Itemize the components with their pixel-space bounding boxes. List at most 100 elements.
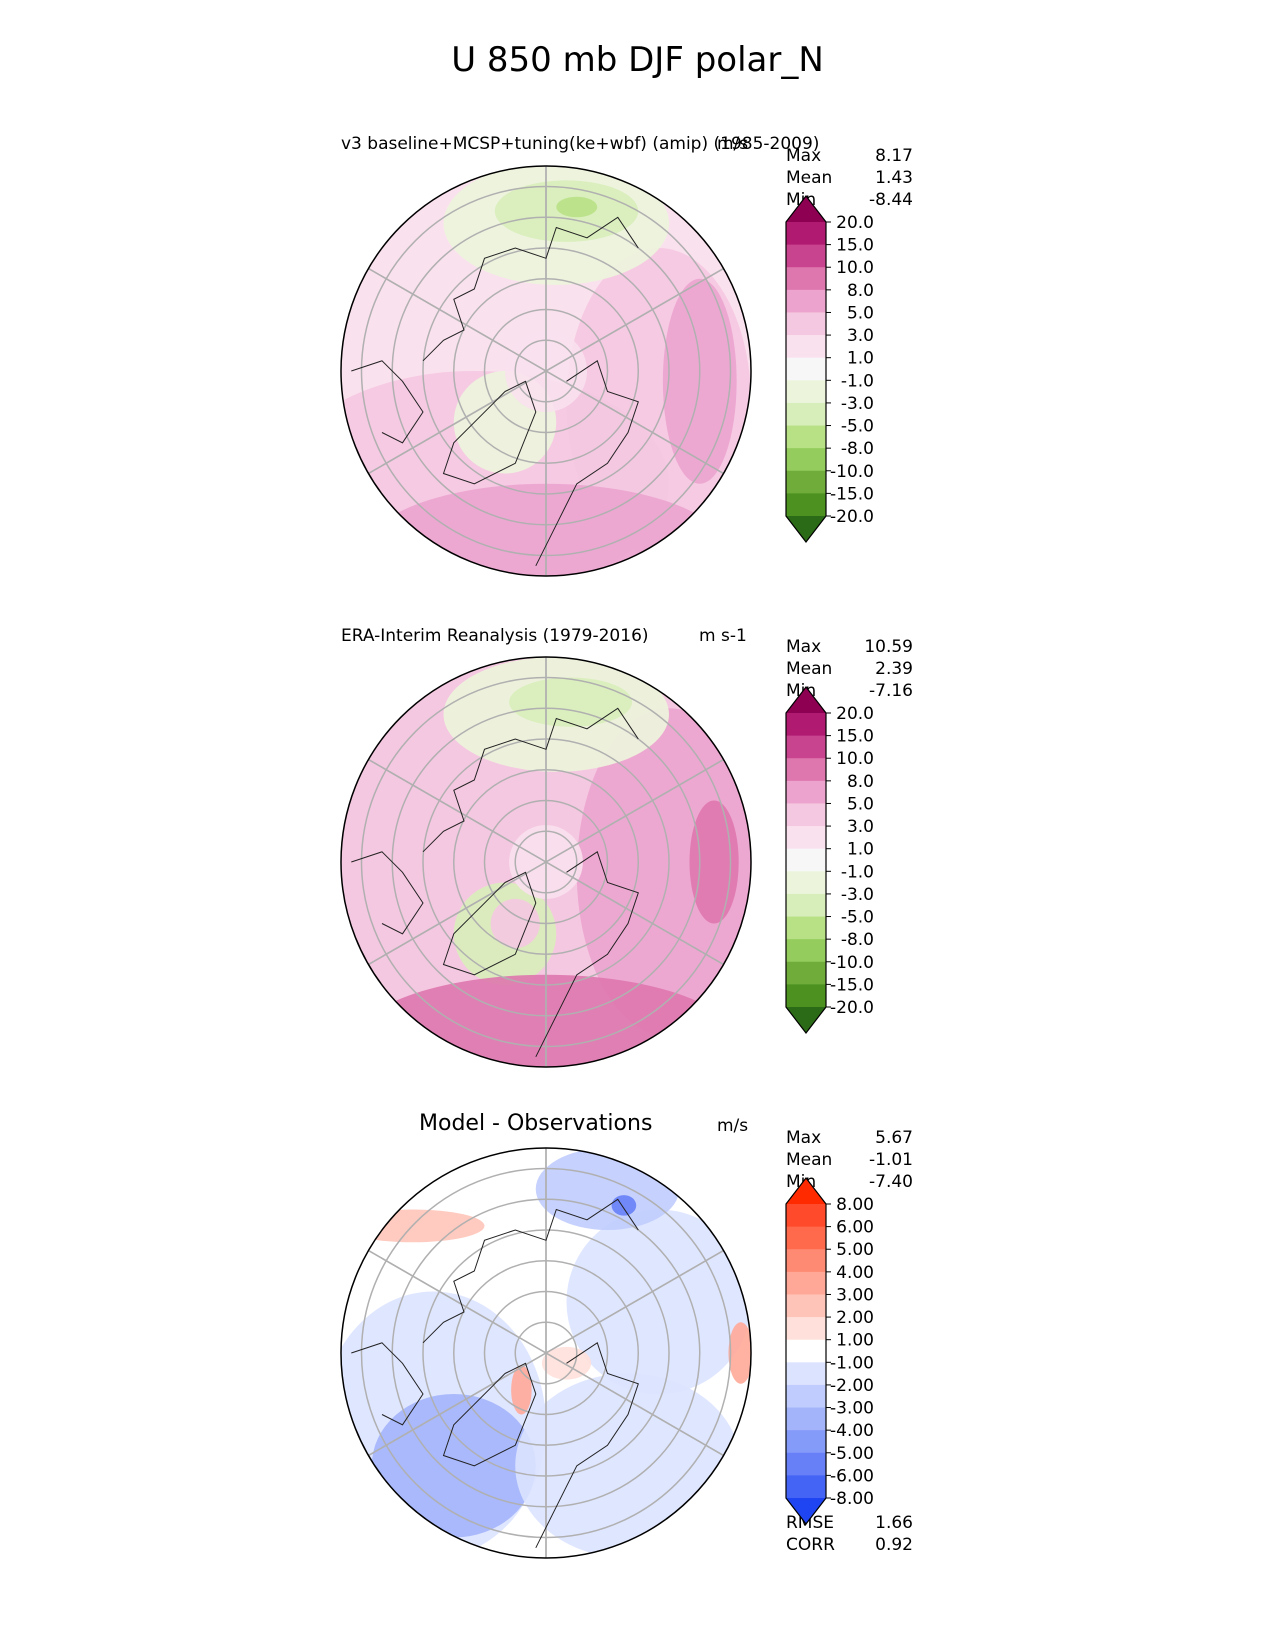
colorbar-segment-3	[786, 1249, 826, 1273]
stat-min: -8.44	[869, 190, 913, 210]
greenland-coastline	[442, 1362, 537, 1467]
colorbar-tick-label-6: 3.0	[847, 817, 874, 837]
colorbar-segment-12	[786, 470, 826, 494]
colorbar-2: 20.0 15.010.0 8.05.0 3.0 1.0-1.0 -3.0 -5.0-8.0…	[785, 686, 874, 1034]
colorbar-segment-13	[786, 493, 826, 517]
stat-min: -7.16	[869, 681, 913, 701]
north-coastline	[422, 216, 639, 362]
colorbar-extend-top	[786, 196, 826, 222]
colorbar-tick-label-5: 5.0	[847, 303, 874, 323]
colorbar-segment-10	[786, 425, 826, 449]
colorbar-tick-label-4: 8.0	[847, 281, 874, 301]
colorbar-segment-9	[786, 893, 826, 918]
colorbar-segment-6	[786, 335, 826, 359]
colorbar-tick-label-13: -15.0	[830, 975, 874, 995]
meridian-gridline-6	[368, 1249, 724, 1457]
stat-mean: 2.39	[875, 659, 913, 679]
colorbar-3: 8.00 6.005.00 4.003.00 2.00 1.00-1.00 -2.00 -3…	[785, 1177, 874, 1525]
field-contour-4	[566, 1209, 751, 1394]
field-contour-6	[611, 1195, 637, 1216]
polar-map-3	[340, 1147, 752, 1559]
colorbar-tick-label-10: -3.00	[830, 1399, 874, 1419]
colorbar-tick-label-9: -2.00	[830, 1376, 874, 1396]
colorbar-tick-label-6: 2.00	[836, 1308, 874, 1328]
field-contour-3	[689, 800, 739, 924]
colorbar-tick-label-6: 3.0	[847, 326, 874, 346]
field-contour-8	[728, 1322, 751, 1384]
colorbar-tick-label-1: 8.00	[836, 1195, 874, 1215]
colorbar-segment-11	[786, 939, 826, 963]
colorbar-tick-label-4: 8.0	[847, 772, 874, 792]
eurasia-coastline	[535, 1342, 639, 1549]
colorbar-tick-label-5: 3.00	[836, 1285, 874, 1305]
colorbar-tick-label-8: -1.0	[841, 371, 874, 391]
panel-3-stats: Max 5.67 Mean -1.01 Min -7.40	[786, 1127, 913, 1193]
colorbar-segment-2	[786, 1226, 826, 1250]
colorbar-segment-4	[786, 1271, 826, 1295]
stat-label: Max	[786, 146, 822, 166]
colorbar-tick-label-5: 5.0	[847, 794, 874, 814]
greenland-coastline	[442, 380, 537, 485]
colorbar-segment-8	[786, 380, 826, 404]
north-coastline	[422, 1198, 639, 1344]
colorbar-tick-label-14: -20.0	[830, 507, 874, 527]
colorbar-tick-label-2: 15.0	[836, 727, 874, 747]
figure-title: U 850 mb DJF polar_N	[451, 40, 824, 80]
colorbar-tick-label-13: -6.00	[830, 1466, 874, 1486]
eurasia-coastline	[535, 360, 639, 567]
north-coastline	[422, 707, 639, 853]
field-contour-2	[371, 1394, 536, 1538]
colorbar-segment-7	[786, 1339, 826, 1363]
panel-3-extra-stats: RMSE 1.66 CORR 0.92	[786, 1512, 913, 1556]
colorbar-segment-5	[786, 312, 826, 336]
colorbar-segment-11	[786, 448, 826, 472]
colorbar-segment-1	[786, 1204, 826, 1228]
colorbar-segment-9	[786, 1384, 826, 1409]
stat-label: Mean	[786, 659, 833, 679]
stat-corr: 0.92	[875, 1535, 913, 1555]
colorbar-segment-8	[786, 1362, 826, 1386]
stat-label: CORR	[786, 1535, 835, 1555]
colorbar-tick-label-12: -10.0	[830, 953, 874, 973]
colorbar-segment-13	[786, 1475, 826, 1499]
colorbar-segment-6	[786, 826, 826, 850]
stat-max: 10.59	[864, 637, 913, 657]
colorbar-segment-12	[786, 1452, 826, 1476]
colorbar-segment-13	[786, 984, 826, 1008]
eurasia-coastline	[535, 851, 639, 1058]
colorbar-tick-label-8: -1.0	[841, 862, 874, 882]
colorbar-segment-6	[786, 1317, 826, 1341]
colorbar-tick-label-4: 4.00	[836, 1263, 874, 1283]
panel-1-title: v3 baseline+MCSP+tuning(ke+wbf) (amip) (…	[341, 134, 820, 154]
west-coastline	[351, 1342, 424, 1426]
colorbar-segment-2	[786, 244, 826, 268]
colorbar-tick-label-12: -10.0	[830, 462, 874, 482]
field-contour-5	[509, 677, 633, 727]
stat-label: RMSE	[786, 1513, 835, 1533]
colorbar-tick-label-7: 1.00	[836, 1331, 874, 1351]
colorbar-tick-label-9: -3.0	[841, 885, 874, 905]
meridian-gridline-6	[368, 758, 724, 966]
panel-3-units: m/s	[717, 1116, 749, 1136]
colorbar-tick-label-10: -5.0	[841, 908, 874, 928]
colorbar-segment-5	[786, 1294, 826, 1318]
map-field	[341, 1148, 751, 1558]
panel-2-units: m s-1	[699, 626, 747, 646]
stat-label: Max	[786, 637, 822, 657]
colorbar-segment-10	[786, 916, 826, 940]
colorbar-segment-3	[786, 758, 826, 782]
panel-3-title: Model - Observations	[419, 1111, 653, 1136]
colorbar-segment-9	[786, 402, 826, 427]
colorbar-tick-label-13: -15.0	[830, 484, 874, 504]
colorbar-segment-4	[786, 780, 826, 804]
panel-1-units: m/s	[717, 134, 749, 154]
colorbar-tick-label-14: -20.0	[830, 998, 874, 1018]
colorbar-tick-label-1: 20.0	[836, 213, 874, 233]
colorbar-segment-7	[786, 848, 826, 872]
colorbar-segment-1	[786, 222, 826, 246]
colorbar-extend-top	[786, 1178, 826, 1204]
colorbar-tick-label-7: 1.0	[847, 840, 874, 860]
colorbar-tick-label-12: -5.00	[830, 1444, 874, 1464]
colorbar-segment-12	[786, 961, 826, 985]
